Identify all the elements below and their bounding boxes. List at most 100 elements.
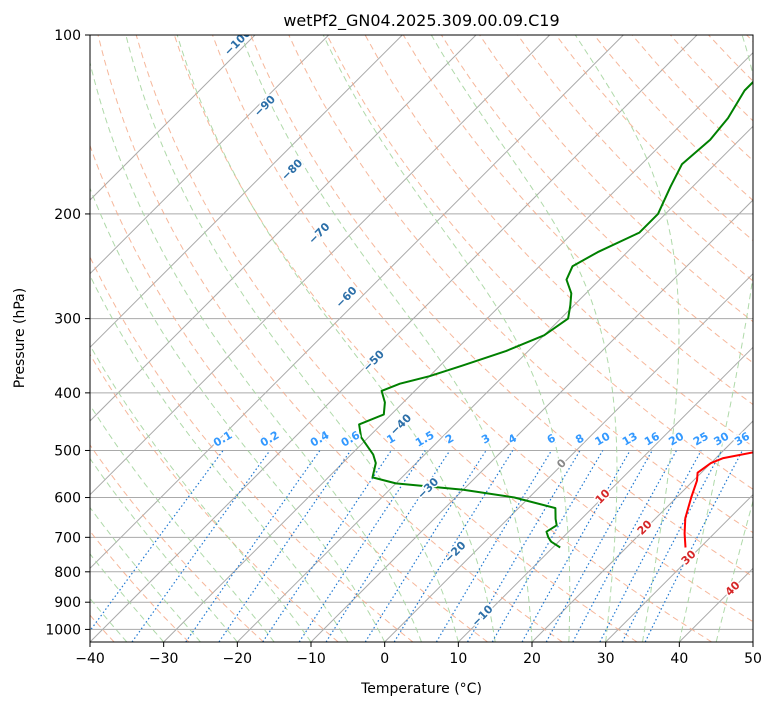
dry-adiabat-line xyxy=(631,35,753,162)
moist-adiabat-label: 20 xyxy=(635,517,655,537)
dry-adiabat-line xyxy=(90,144,488,642)
moist-adiabat-label: 10 xyxy=(593,486,613,506)
x-tick-label: 40 xyxy=(670,651,688,667)
x-tick-label: 10 xyxy=(449,651,467,667)
x-tick-label: −40 xyxy=(75,651,105,667)
mixing-ratio-line xyxy=(325,450,451,642)
y-tick-label: 1000 xyxy=(45,622,81,638)
dry-adiabat-line xyxy=(90,530,190,642)
dry-adiabat-label: −80 xyxy=(279,156,306,183)
dry-adiabat-line xyxy=(746,35,753,43)
x-tick-label: −10 xyxy=(296,651,326,667)
moist-adiabat-line xyxy=(752,640,753,642)
y-tick-label: 200 xyxy=(54,207,81,223)
isotherm-line xyxy=(90,35,330,275)
moist-adiabat-line xyxy=(90,344,312,642)
isotherm-line xyxy=(752,641,753,642)
dry-adiabat-label: −90 xyxy=(252,92,279,119)
mixing-ratio-line xyxy=(262,450,392,642)
moist-adiabat-line xyxy=(322,35,571,642)
dry-adiabat-line xyxy=(440,35,753,364)
mixing-ratio-line xyxy=(131,450,271,642)
isotherm-line xyxy=(678,567,753,642)
mixing-ratio-line xyxy=(435,450,553,642)
moist-adiabat-line xyxy=(90,553,165,642)
moist-adiabat-line xyxy=(90,60,422,642)
mixing-ratio-line xyxy=(90,450,224,632)
mixing-ratio-label: 0.2 xyxy=(258,429,281,450)
moist-adiabat-line xyxy=(715,499,753,642)
dry-adiabat-line xyxy=(708,35,753,82)
mixing-ratio-label: 8 xyxy=(573,431,586,446)
isotherm-line xyxy=(531,420,753,642)
moist-adiabat-line xyxy=(574,35,680,642)
moist-adiabat-line xyxy=(430,35,618,642)
moist-adiabat-lines xyxy=(90,35,753,642)
isotherm-line xyxy=(90,35,403,349)
mixing-ratio-label: 2 xyxy=(443,431,456,446)
profile-traces xyxy=(358,80,753,549)
y-tick-label: 300 xyxy=(54,312,81,328)
moist-adiabat-label: 30 xyxy=(679,547,699,567)
isotherm-line xyxy=(90,35,698,642)
moist-adiabat-line xyxy=(90,274,349,642)
mixing-ratio-label: 6 xyxy=(545,431,558,446)
dry-adiabat-label: −100 xyxy=(222,26,254,58)
moist-adiabat-line xyxy=(90,186,386,642)
plot-area: −100−90−80−70−60−50−40−30−20−100.1 0.2 0.4… xyxy=(90,26,753,642)
x-tick-label: −30 xyxy=(149,651,179,667)
dry-adiabat-line xyxy=(212,35,753,623)
moist-adiabat-line xyxy=(90,597,128,642)
moist-adiabat-line xyxy=(678,35,753,642)
isotherm-line xyxy=(90,35,477,422)
y-tick-label: 400 xyxy=(54,386,81,402)
mixing-ratio-line xyxy=(185,450,321,642)
x-tick-label: 0 xyxy=(380,651,389,667)
dry-adiabat-label: −10 xyxy=(469,602,496,629)
y-tick-label: 800 xyxy=(54,565,81,581)
moist-adiabat-line xyxy=(125,35,459,642)
dry-adiabat-lines xyxy=(90,35,753,642)
x-tick-label: −20 xyxy=(223,651,253,667)
moist-adiabat-line xyxy=(90,457,238,642)
mixing-ratio-label: 13 xyxy=(620,430,640,449)
mixing-ratio-line xyxy=(218,450,352,642)
isotherm-line xyxy=(90,35,624,570)
mixing-ratio-line xyxy=(521,450,631,642)
dry-adiabat-line xyxy=(97,35,563,642)
dry-adiabat-line xyxy=(173,35,712,642)
y-axis: 100 200 300 400 500 600 700 800 900 1000 xyxy=(45,28,90,638)
dry-adiabat-line xyxy=(288,35,753,534)
x-tick-label: 30 xyxy=(597,651,615,667)
isotherm-line xyxy=(384,272,753,642)
y-tick-label: 900 xyxy=(54,595,81,611)
dry-adiabat-line xyxy=(517,35,753,282)
plot-frame xyxy=(89,34,754,643)
mixing-ratio-label: 4 xyxy=(506,431,519,446)
dry-adiabat-line xyxy=(479,35,753,323)
dewpoint-trace xyxy=(358,80,753,549)
moist-adiabat-line xyxy=(90,404,275,642)
isotherm-line xyxy=(605,493,753,642)
dry-adiabat-line xyxy=(593,35,753,202)
mixing-ratio-label: 10 xyxy=(593,429,613,448)
mixing-ratio-label: 3 xyxy=(479,431,492,446)
y-tick-label: 600 xyxy=(54,491,81,507)
dry-adiabat-line xyxy=(555,35,753,242)
dry-adiabat-line xyxy=(326,35,753,490)
dry-adiabat-line xyxy=(90,255,414,642)
isotherm-line xyxy=(90,35,551,496)
line-labels: −100−90−80−70−60−50−40−30−20−100.1 0.2 0.4… xyxy=(210,26,753,631)
isotherm-line xyxy=(236,125,753,642)
x-axis-label: Temperature (°C) xyxy=(360,681,482,697)
moist-adiabat-label: 0 xyxy=(554,456,569,471)
moist-adiabat-line xyxy=(240,35,533,642)
dry-adiabat-line xyxy=(250,35,753,578)
mixing-ratio-label: 16 xyxy=(642,429,662,448)
x-axis: −40 −30 −20 −10 0 10 20 30 40 50 xyxy=(75,642,762,667)
dry-adiabat-line xyxy=(90,444,264,642)
mixing-ratio-label: 36 xyxy=(732,429,752,448)
isotherm-lines xyxy=(90,35,753,642)
dry-adiabat-line xyxy=(90,353,339,642)
